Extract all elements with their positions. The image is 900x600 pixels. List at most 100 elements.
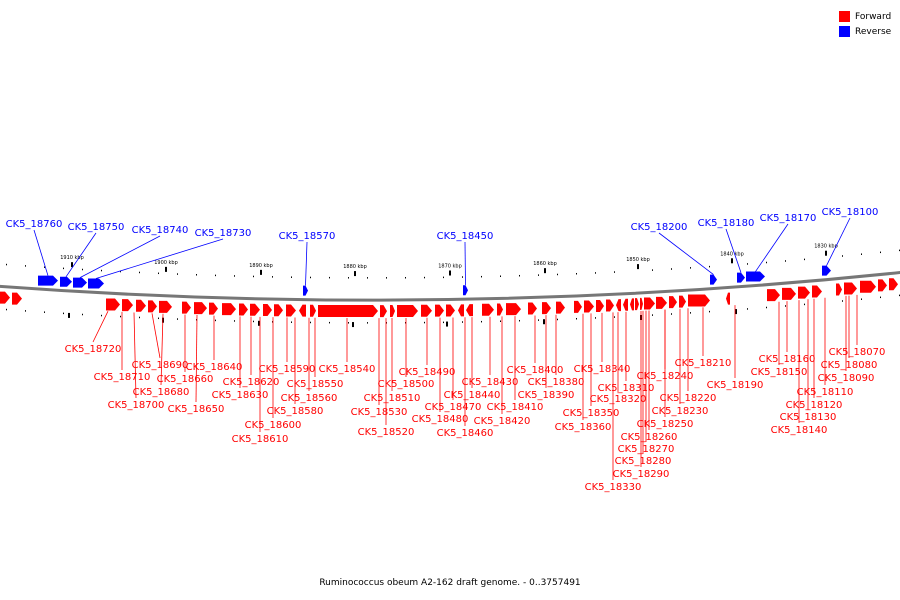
axis-minor-tick [557, 318, 558, 321]
axis-minor-tick [348, 322, 349, 324]
axis-minor-tick [538, 274, 539, 276]
forward-gene-label: CK5_18110 [797, 387, 854, 398]
forward-gene-arrow [182, 301, 191, 314]
axis-major-tick [449, 270, 451, 276]
forward-gene-arrow [644, 297, 655, 310]
axis-minor-tick [291, 276, 292, 278]
axis-minor-tick [462, 276, 463, 278]
axis-minor-tick [310, 276, 311, 279]
axis-minor-tick [25, 310, 26, 312]
forward-gene-arrow [274, 304, 283, 317]
axis-ticks: 1910 kbp 1900 kbp 1890 kbp 1880 kbp 1870 kbp… [6, 244, 900, 328]
forward-gene-label: CK5_18150 [751, 367, 808, 378]
axis-tick-label: 1840 kbp [720, 251, 744, 257]
axis-tick-label: 1880 kbp [343, 264, 367, 270]
axis-minor-tick [880, 251, 881, 254]
reverse-gene-label: CK5_18100 [822, 207, 879, 218]
forward-gene-arrow [239, 303, 248, 316]
forward-gene-arrow [250, 303, 260, 316]
axis-minor-tick [652, 269, 653, 271]
axis-minor-tick [196, 319, 197, 321]
reverse-gene-label: CK5_18760 [6, 219, 63, 230]
forward-gene-arrow [574, 300, 582, 313]
axis-tick-label: 1910 kbp [60, 255, 84, 261]
axis-major-tick [165, 266, 167, 272]
forward-gene-arrow [380, 305, 387, 318]
forward-gene-arrow [209, 302, 218, 315]
axis-minor-tick [804, 303, 805, 306]
axis-minor-tick [766, 261, 767, 264]
forward-gene-label: CK5_18680 [133, 387, 190, 398]
forward-leader-line [92, 311, 109, 343]
forward-gene-arrow [263, 304, 272, 317]
forward-gene-arrow [446, 304, 455, 317]
axis-minor-tick [6, 308, 7, 311]
reverse-swatch [839, 26, 850, 37]
forward-gene-label: CK5_18070 [829, 347, 886, 358]
axis-minor-tick [614, 316, 615, 318]
forward-gene-label: CK5_18270 [618, 444, 675, 455]
forward-gene-arrow [435, 304, 444, 317]
gene-arrows [0, 265, 898, 318]
legend-forward-label: Forward [855, 11, 892, 22]
axis-minor-tick [690, 312, 691, 314]
reverse-gene-label: CK5_18730 [195, 228, 252, 239]
axis-minor-tick [690, 267, 691, 269]
axis-minor-tick [861, 298, 862, 300]
axis-minor-tick [291, 321, 292, 323]
forward-gene-arrow [656, 296, 667, 309]
axis-minor-tick [443, 276, 444, 279]
reverse-leader-line [826, 217, 851, 266]
forward-gene-arrow [860, 280, 876, 293]
reverse-gene-arrow [737, 272, 745, 283]
axis-minor-tick [329, 321, 330, 324]
reverse-leader-line [305, 241, 308, 286]
forward-gene-label: CK5_18290 [613, 469, 670, 480]
reverse-gene-label: CK5_18200 [631, 222, 688, 233]
forward-gene-arrow [482, 303, 494, 316]
forward-gene-arrow [497, 303, 503, 316]
axis-minor-tick [196, 274, 197, 276]
axis-minor-tick [139, 316, 140, 319]
forward-gene-arrow [528, 302, 537, 315]
forward-gene-label: CK5_18520 [358, 427, 415, 438]
axis-minor-tick [652, 314, 653, 316]
axis-minor-tick [709, 265, 710, 268]
axis-minor-tick [367, 322, 368, 324]
axis-minor-tick [82, 313, 83, 316]
forward-gene-arrow [669, 296, 677, 309]
forward-gene-arrow [596, 299, 604, 312]
forward-gene-arrow [616, 299, 621, 312]
axis-major-tick-bottom [735, 309, 737, 315]
legend-reverse: Reverse [839, 24, 891, 39]
axis-minor-tick [424, 321, 425, 324]
forward-gene-label: CK5_18280 [615, 456, 672, 467]
axis-minor-tick [519, 274, 520, 277]
axis-major-tick [354, 271, 356, 277]
axis-minor-tick [101, 314, 102, 317]
axis-minor-tick [44, 266, 45, 268]
reverse-leader-line [755, 223, 789, 272]
forward-gene-label: CK5_18530 [351, 407, 408, 418]
forward-gene-label: CK5_18660 [157, 374, 214, 385]
forward-gene-label: CK5_18250 [637, 419, 694, 430]
axis-minor-tick [234, 275, 235, 277]
forward-gene-label: CK5_18560 [281, 393, 338, 404]
forward-gene-label: CK5_18690 [132, 360, 189, 371]
reverse-gene-arrow [746, 271, 765, 282]
forward-gene-arrow [421, 304, 432, 317]
reverse-gene-arrow [822, 265, 831, 276]
forward-gene-arrow [299, 304, 306, 317]
axis-minor-tick [595, 317, 596, 319]
forward-gene-arrow [836, 283, 842, 296]
axis-major-tick-bottom [543, 319, 545, 325]
forward-gene-label: CK5_18630 [212, 390, 269, 401]
axis-minor-tick [557, 273, 558, 276]
axis-minor-tick [25, 265, 26, 267]
forward-gene-label: CK5_18350 [563, 408, 620, 419]
forward-gene-label: CK5_18260 [621, 432, 678, 443]
axis-major-tick-bottom [68, 312, 70, 318]
forward-gene-label: CK5_18480 [412, 414, 469, 425]
forward-gene-arrow [458, 304, 464, 317]
axis-tick-label: 1870 kbp [438, 264, 462, 270]
